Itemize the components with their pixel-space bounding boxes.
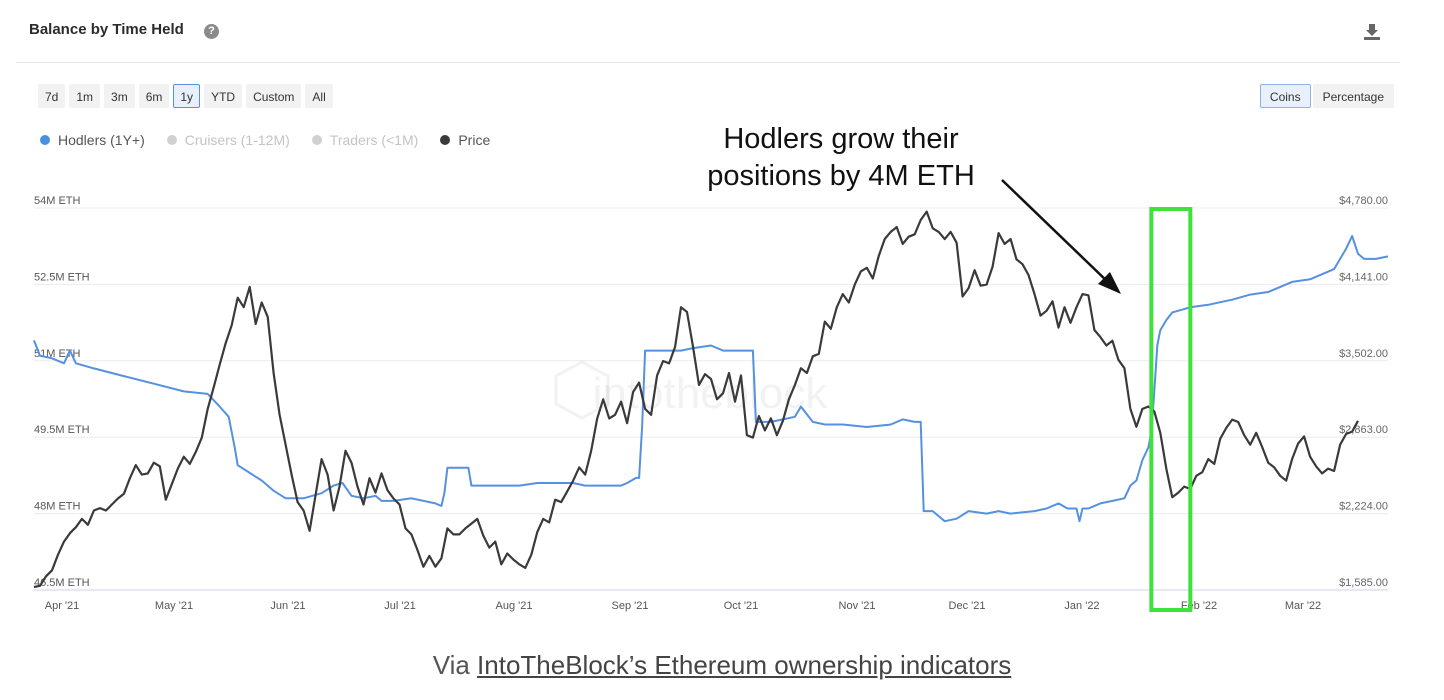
y-right-tick-label: $4,780.00 [1339, 195, 1388, 207]
range-button-3m[interactable]: 3m [104, 84, 135, 108]
y-left-tick-label: 54M ETH [34, 195, 81, 207]
card-header: Balance by Time Held ? [16, 0, 1400, 63]
range-button-custom[interactable]: Custom [246, 84, 302, 108]
range-button-7d[interactable]: 7d [38, 84, 66, 108]
legend-label: Traders (<1M) [329, 132, 419, 148]
legend-label: Cruisers (1-12M) [184, 132, 290, 148]
price-line [33, 210, 1359, 589]
legend-item[interactable]: Hodlers (1Y+) [40, 132, 145, 148]
y-left-tick-label: 48M ETH [34, 501, 81, 513]
y-right-tick-label: $4,141.00 [1339, 271, 1388, 283]
legend-label: Hodlers (1Y+) [58, 132, 145, 148]
annotation-line1: Hodlers grow their [723, 123, 959, 155]
highlight-box [1149, 207, 1193, 612]
legend-item[interactable]: Traders (<1M) [311, 132, 419, 148]
x-tick-label: Jan '22 [1064, 600, 1099, 612]
chart-card: Balance by Time Held ? 7d 1m 3m 6m 1y YTD Cust… [16, 0, 1400, 640]
legend-label: Price [458, 132, 491, 148]
chart-title: Balance by Time Held [29, 21, 184, 38]
annotation-arrow [1001, 179, 1111, 285]
y-left-tick-label: 49.5M ETH [34, 424, 90, 436]
watermark-logo-icon [554, 360, 610, 420]
range-button-1m[interactable]: 1m [69, 84, 101, 108]
legend-item[interactable]: Price [440, 132, 490, 148]
y-right-tick-label: $2,224.00 [1339, 501, 1388, 513]
x-tick-label: Mar '22 [1285, 600, 1321, 612]
x-tick-label: Jun '21 [270, 600, 305, 612]
unit-button-coins[interactable]: Coins [1259, 84, 1311, 108]
legend-item[interactable]: Cruisers (1-12M) [166, 132, 290, 148]
unit-button-percentage[interactable]: Percentage [1312, 84, 1394, 108]
annotation-line2: positions by 4M ETH [707, 160, 975, 192]
x-tick-label: Apr '21 [45, 600, 80, 612]
x-tick-label: Aug '21 [496, 600, 533, 612]
hodlers-line [33, 235, 1389, 523]
help-circle-icon[interactable]: ? [204, 24, 219, 39]
unit-selector: Coins Percentage [1259, 84, 1394, 108]
caption: Via IntoTheBlock’s Ethereum ownership in… [0, 650, 1444, 681]
x-tick-label: Sep '21 [612, 600, 649, 612]
y-right-tick-label: $1,585.00 [1339, 577, 1388, 589]
chart-legend: Hodlers (1Y+) Cruisers (1-12M) Traders (<1… [40, 132, 490, 148]
legend-dot-icon [311, 135, 322, 145]
y-left-tick-label: 52.5M ETH [34, 271, 90, 283]
download-icon[interactable] [1362, 22, 1382, 42]
caption-prefix: Via [432, 650, 478, 680]
x-tick-label: Nov '21 [839, 600, 876, 612]
y-right-tick-label: $2,863.00 [1339, 424, 1388, 436]
legend-dot-icon [40, 135, 50, 145]
y-right-tick-label: $3,502.00 [1339, 348, 1388, 360]
caption-link[interactable]: IntoTheBlock’s Ethereum ownership indica… [477, 650, 1012, 680]
y-left-tick-label: 46.5M ETH [34, 577, 90, 589]
x-tick-label: May '21 [155, 600, 193, 612]
range-selector: 7d 1m 3m 6m 1y YTD Custom All [38, 84, 333, 108]
x-tick-label: Dec '21 [949, 600, 986, 612]
legend-dot-icon [440, 135, 451, 145]
range-button-ytd[interactable]: YTD [204, 84, 243, 108]
range-button-all[interactable]: All [305, 84, 333, 108]
legend-dot-icon [166, 135, 177, 145]
x-tick-label: Jul '21 [384, 600, 415, 612]
range-button-1y[interactable]: 1y [173, 84, 201, 108]
range-button-6m[interactable]: 6m [138, 84, 170, 108]
annotation-arrowhead-icon [1098, 272, 1121, 294]
watermark: intotheblock [593, 369, 829, 418]
x-tick-label: Oct '21 [724, 600, 759, 612]
